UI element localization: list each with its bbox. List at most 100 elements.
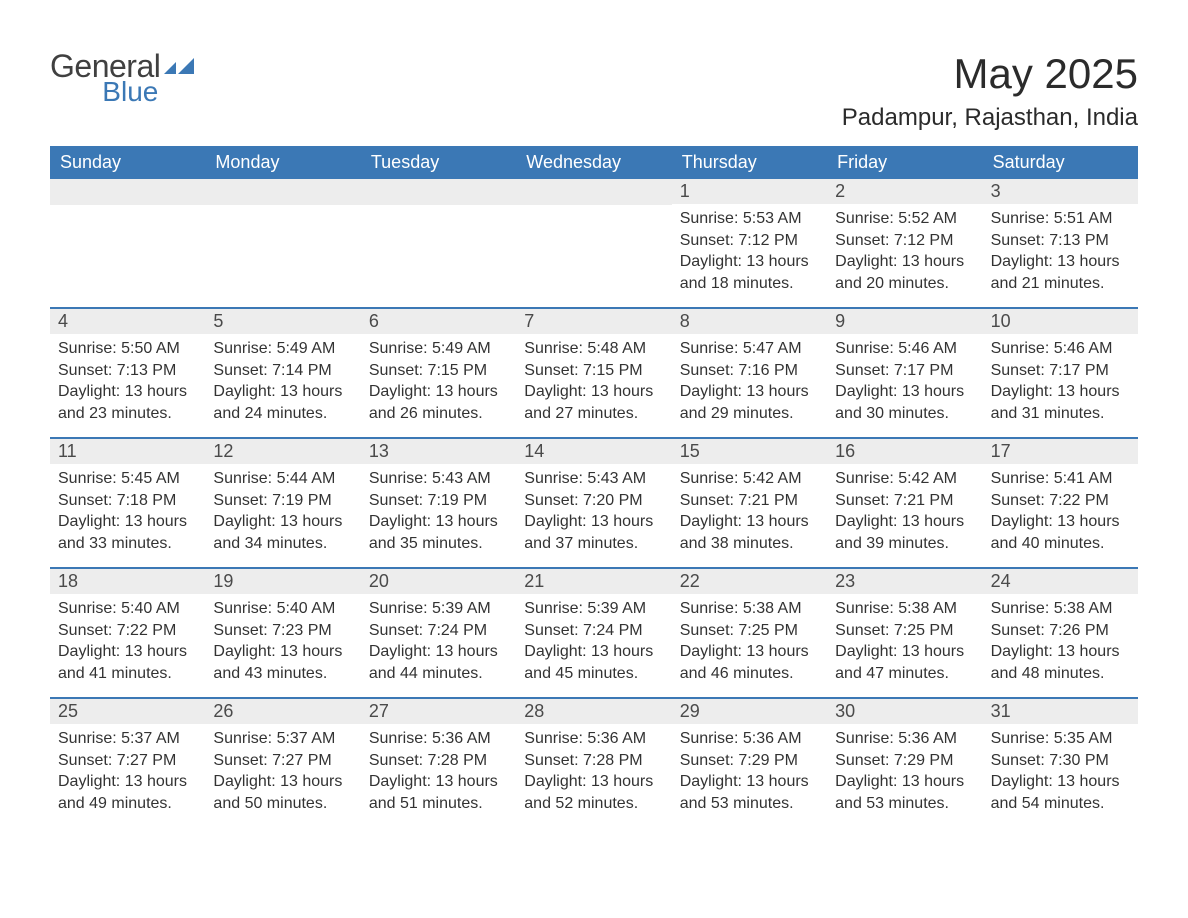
sunset-line: Sunset: 7:27 PM bbox=[58, 750, 197, 772]
day-details: Sunrise: 5:38 AMSunset: 7:25 PMDaylight:… bbox=[827, 594, 982, 692]
sunset-line: Sunset: 7:29 PM bbox=[680, 750, 819, 772]
sunrise-line: Sunrise: 5:42 AM bbox=[835, 468, 974, 490]
day-number: 9 bbox=[827, 309, 982, 334]
day-empty bbox=[205, 179, 360, 307]
sunrise-line: Sunrise: 5:46 AM bbox=[835, 338, 974, 360]
sunrise-line: Sunrise: 5:40 AM bbox=[213, 598, 352, 620]
day-number: 21 bbox=[516, 569, 671, 594]
day-details: Sunrise: 5:41 AMSunset: 7:22 PMDaylight:… bbox=[983, 464, 1138, 562]
day-number: 23 bbox=[827, 569, 982, 594]
day-number: 15 bbox=[672, 439, 827, 464]
sunset-line: Sunset: 7:13 PM bbox=[991, 230, 1130, 252]
daylight-line: Daylight: 13 hours and 41 minutes. bbox=[58, 641, 197, 684]
day-details: Sunrise: 5:35 AMSunset: 7:30 PMDaylight:… bbox=[983, 724, 1138, 822]
day-number: 30 bbox=[827, 699, 982, 724]
dow-thursday: Thursday bbox=[672, 146, 827, 179]
sunset-line: Sunset: 7:22 PM bbox=[58, 620, 197, 642]
day-number: 22 bbox=[672, 569, 827, 594]
day-9: 9 Sunrise: 5:46 AMSunset: 7:17 PMDaylight… bbox=[827, 309, 982, 437]
sunset-line: Sunset: 7:24 PM bbox=[524, 620, 663, 642]
sunrise-line: Sunrise: 5:36 AM bbox=[680, 728, 819, 750]
day-details: Sunrise: 5:42 AMSunset: 7:21 PMDaylight:… bbox=[672, 464, 827, 562]
day-number: 24 bbox=[983, 569, 1138, 594]
dow-saturday: Saturday bbox=[983, 146, 1138, 179]
day-18: 18Sunrise: 5:40 AMSunset: 7:22 PMDayligh… bbox=[50, 569, 205, 697]
daylight-line: Daylight: 13 hours and 30 minutes. bbox=[835, 381, 974, 424]
day-details: Sunrise: 5:39 AMSunset: 7:24 PMDaylight:… bbox=[516, 594, 671, 692]
sunrise-line: Sunrise: 5:53 AM bbox=[680, 208, 819, 230]
day-1: 1Sunrise: 5:53 AMSunset: 7:12 PMDaylight… bbox=[672, 179, 827, 307]
day-details: Sunrise: 5:50 AMSunset: 7:13 PMDaylight:… bbox=[50, 334, 205, 432]
day-number bbox=[205, 179, 360, 205]
day-number: 27 bbox=[361, 699, 516, 724]
day-10: 10Sunrise: 5:46 AMSunset: 7:17 PMDayligh… bbox=[983, 309, 1138, 437]
day-number: 29 bbox=[672, 699, 827, 724]
daylight-line: Daylight: 13 hours and 51 minutes. bbox=[369, 771, 508, 814]
sunrise-line: Sunrise: 5:45 AM bbox=[58, 468, 197, 490]
day-number: 1 bbox=[672, 179, 827, 204]
daylight-line: Daylight: 13 hours and 50 minutes. bbox=[213, 771, 352, 814]
sunrise-line: Sunrise: 5:40 AM bbox=[58, 598, 197, 620]
sunrise-line: Sunrise: 5:51 AM bbox=[991, 208, 1130, 230]
calendar: SundayMondayTuesdayWednesdayThursdayFrid… bbox=[50, 146, 1138, 827]
day-8: 8Sunrise: 5:47 AMSunset: 7:16 PMDaylight… bbox=[672, 309, 827, 437]
sunrise-line: Sunrise: 5:38 AM bbox=[680, 598, 819, 620]
sunrise-line: Sunrise: 5:52 AM bbox=[835, 208, 974, 230]
daylight-line: Daylight: 13 hours and 37 minutes. bbox=[524, 511, 663, 554]
day-number: 28 bbox=[516, 699, 671, 724]
day-30: 30Sunrise: 5:36 AMSunset: 7:29 PMDayligh… bbox=[827, 699, 982, 827]
sunset-line: Sunset: 7:28 PM bbox=[524, 750, 663, 772]
daylight-line: Daylight: 13 hours and 34 minutes. bbox=[213, 511, 352, 554]
sunset-line: Sunset: 7:26 PM bbox=[991, 620, 1130, 642]
day-20: 20Sunrise: 5:39 AMSunset: 7:24 PMDayligh… bbox=[361, 569, 516, 697]
daylight-line: Daylight: 13 hours and 26 minutes. bbox=[369, 381, 508, 424]
week-row: 1Sunrise: 5:53 AMSunset: 7:12 PMDaylight… bbox=[50, 179, 1138, 307]
dow-friday: Friday bbox=[827, 146, 982, 179]
day-26: 26Sunrise: 5:37 AMSunset: 7:27 PMDayligh… bbox=[205, 699, 360, 827]
day-12: 12Sunrise: 5:44 AMSunset: 7:19 PMDayligh… bbox=[205, 439, 360, 567]
sunset-line: Sunset: 7:27 PM bbox=[213, 750, 352, 772]
day-24: 24Sunrise: 5:38 AMSunset: 7:26 PMDayligh… bbox=[983, 569, 1138, 697]
day-empty bbox=[361, 179, 516, 307]
sunrise-line: Sunrise: 5:37 AM bbox=[58, 728, 197, 750]
sunset-line: Sunset: 7:16 PM bbox=[680, 360, 819, 382]
daylight-line: Daylight: 13 hours and 49 minutes. bbox=[58, 771, 197, 814]
day-details: Sunrise: 5:53 AMSunset: 7:12 PMDaylight:… bbox=[672, 204, 827, 302]
daylight-line: Daylight: 13 hours and 29 minutes. bbox=[680, 381, 819, 424]
sunset-line: Sunset: 7:21 PM bbox=[835, 490, 974, 512]
day-details: Sunrise: 5:42 AMSunset: 7:21 PMDaylight:… bbox=[827, 464, 982, 562]
day-number: 2 bbox=[827, 179, 982, 204]
day-25: 25Sunrise: 5:37 AMSunset: 7:27 PMDayligh… bbox=[50, 699, 205, 827]
day-details: Sunrise: 5:37 AMSunset: 7:27 PMDaylight:… bbox=[205, 724, 360, 822]
sunset-line: Sunset: 7:19 PM bbox=[369, 490, 508, 512]
header: General Blue May 2025 Padampur, Rajastha… bbox=[50, 50, 1138, 132]
day-details: Sunrise: 5:47 AMSunset: 7:16 PMDaylight:… bbox=[672, 334, 827, 432]
title-block: May 2025 Padampur, Rajasthan, India bbox=[842, 50, 1138, 132]
sunset-line: Sunset: 7:24 PM bbox=[369, 620, 508, 642]
sunrise-line: Sunrise: 5:39 AM bbox=[369, 598, 508, 620]
sunrise-line: Sunrise: 5:43 AM bbox=[524, 468, 663, 490]
day-details: Sunrise: 5:43 AMSunset: 7:20 PMDaylight:… bbox=[516, 464, 671, 562]
sunset-line: Sunset: 7:12 PM bbox=[680, 230, 819, 252]
daylight-line: Daylight: 13 hours and 45 minutes. bbox=[524, 641, 663, 684]
day-5: 5Sunrise: 5:49 AMSunset: 7:14 PMDaylight… bbox=[205, 309, 360, 437]
day-details: Sunrise: 5:38 AMSunset: 7:26 PMDaylight:… bbox=[983, 594, 1138, 692]
week-row: 25Sunrise: 5:37 AMSunset: 7:27 PMDayligh… bbox=[50, 697, 1138, 827]
daylight-line: Daylight: 13 hours and 47 minutes. bbox=[835, 641, 974, 684]
sunset-line: Sunset: 7:25 PM bbox=[680, 620, 819, 642]
day-details: Sunrise: 5:43 AMSunset: 7:19 PMDaylight:… bbox=[361, 464, 516, 562]
daylight-line: Daylight: 13 hours and 23 minutes. bbox=[58, 381, 197, 424]
daylight-line: Daylight: 13 hours and 44 minutes. bbox=[369, 641, 508, 684]
day-23: 23Sunrise: 5:38 AMSunset: 7:25 PMDayligh… bbox=[827, 569, 982, 697]
sunrise-line: Sunrise: 5:42 AM bbox=[680, 468, 819, 490]
day-details: Sunrise: 5:39 AMSunset: 7:24 PMDaylight:… bbox=[361, 594, 516, 692]
sunrise-line: Sunrise: 5:41 AM bbox=[991, 468, 1130, 490]
daylight-line: Daylight: 13 hours and 46 minutes. bbox=[680, 641, 819, 684]
sunset-line: Sunset: 7:15 PM bbox=[369, 360, 508, 382]
day-empty bbox=[516, 179, 671, 307]
day-17: 17Sunrise: 5:41 AMSunset: 7:22 PMDayligh… bbox=[983, 439, 1138, 567]
sunset-line: Sunset: 7:17 PM bbox=[835, 360, 974, 382]
location: Padampur, Rajasthan, India bbox=[842, 104, 1138, 132]
dow-sunday: Sunday bbox=[50, 146, 205, 179]
week-row: 4Sunrise: 5:50 AMSunset: 7:13 PMDaylight… bbox=[50, 307, 1138, 437]
